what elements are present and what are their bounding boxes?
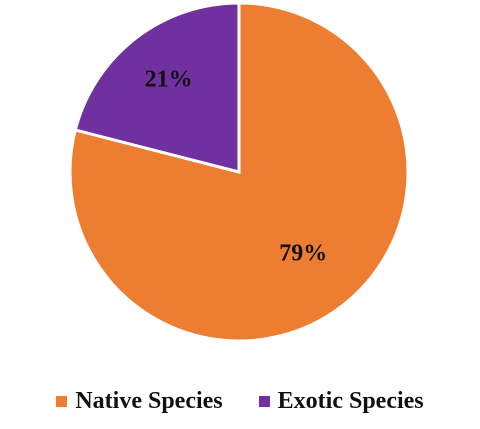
chart-legend: Native Species Exotic Species: [0, 388, 480, 415]
legend-label-native: Native Species: [75, 388, 223, 414]
pie-labels: 79% 21%: [145, 67, 328, 267]
pie-chart: 79% 21%: [68, 1, 410, 343]
legend-item-native: Native Species: [56, 388, 223, 415]
legend-swatch-native: [56, 396, 68, 407]
pie-slices: [68, 1, 410, 343]
data-label-exotic: 21%: [145, 67, 193, 93]
legend-swatch-exotic: [258, 396, 270, 407]
legend-item-exotic: Exotic Species: [258, 388, 424, 415]
data-label-native: 79%: [279, 240, 327, 266]
pie-slice-exotic: [73, 1, 241, 174]
pie-slice-native: [68, 1, 410, 343]
legend-label-exotic: Exotic Species: [277, 388, 424, 414]
